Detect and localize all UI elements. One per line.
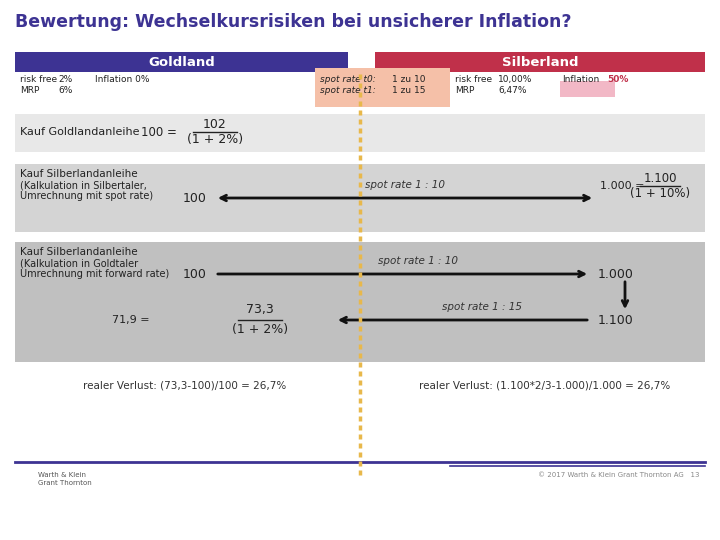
Text: 100: 100 <box>183 267 207 280</box>
Text: 6%: 6% <box>58 86 73 95</box>
Text: realer Verlust: (73,3-100)/100 = 26,7%: realer Verlust: (73,3-100)/100 = 26,7% <box>84 380 287 390</box>
Bar <box>15 52 348 72</box>
Text: MRP: MRP <box>20 86 40 95</box>
Text: 100 =: 100 = <box>141 125 177 138</box>
Text: risk free: risk free <box>20 75 57 84</box>
Text: spot rate t1:: spot rate t1: <box>320 86 376 95</box>
Text: Inflation 0%: Inflation 0% <box>95 75 150 84</box>
Text: Bewertung: Wechselkursrisiken bei unsicherer Inflation?: Bewertung: Wechselkursrisiken bei unsich… <box>15 13 572 31</box>
Text: Umrechnung mit spot rate): Umrechnung mit spot rate) <box>20 191 153 201</box>
Text: (1 + 10%): (1 + 10%) <box>630 187 690 200</box>
Text: MRP: MRP <box>455 86 474 95</box>
Text: 2%: 2% <box>58 75 72 84</box>
Text: 1.100: 1.100 <box>643 172 677 185</box>
Text: risk free: risk free <box>455 75 492 84</box>
Bar <box>15 242 705 362</box>
Text: realer Verlust: (1.100*2/3-1.000)/1.000 = 26,7%: realer Verlust: (1.100*2/3-1.000)/1.000 … <box>419 380 670 390</box>
Text: Inflation: Inflation <box>562 75 599 84</box>
Text: © 2017 Warth & Klein Grant Thornton AG   13: © 2017 Warth & Klein Grant Thornton AG 1… <box>539 472 700 478</box>
Text: Goldland: Goldland <box>148 56 215 69</box>
Bar <box>15 114 705 152</box>
Text: spot rate 1 : 10: spot rate 1 : 10 <box>365 180 445 190</box>
Text: Warth & Klein
Grant Thornton: Warth & Klein Grant Thornton <box>38 472 91 486</box>
Text: (1 + 2%): (1 + 2%) <box>187 133 243 146</box>
Text: 1.000 =: 1.000 = <box>600 181 644 191</box>
Text: 1 zu 15: 1 zu 15 <box>392 86 426 95</box>
Text: Kauf Goldlandanleihe: Kauf Goldlandanleihe <box>20 127 140 137</box>
Bar <box>560 81 615 97</box>
Text: (Kalkulation in Silbertaler,: (Kalkulation in Silbertaler, <box>20 180 147 190</box>
Text: 1.000: 1.000 <box>598 267 634 280</box>
Text: 71,9 =: 71,9 = <box>112 315 150 325</box>
Text: spot rate 1 : 15: spot rate 1 : 15 <box>443 302 523 312</box>
Text: 10,00%: 10,00% <box>498 75 532 84</box>
Text: 73,3: 73,3 <box>246 303 274 316</box>
Text: Silberland: Silberland <box>502 56 578 69</box>
Text: Umrechnung mit forward rate): Umrechnung mit forward rate) <box>20 269 169 279</box>
Text: 102: 102 <box>203 118 227 132</box>
Bar <box>15 164 705 232</box>
Text: (1 + 2%): (1 + 2%) <box>232 323 288 336</box>
Bar <box>375 52 705 72</box>
Text: Kauf Silberlandanleihe: Kauf Silberlandanleihe <box>20 169 138 179</box>
Text: 1 zu 10: 1 zu 10 <box>392 75 426 84</box>
Text: 100: 100 <box>183 192 207 205</box>
Text: spot rate 1 : 10: spot rate 1 : 10 <box>377 256 457 266</box>
Text: 50%: 50% <box>607 75 629 84</box>
Text: (Kalkulation in Goldtaler: (Kalkulation in Goldtaler <box>20 258 138 268</box>
Text: 1.100: 1.100 <box>598 314 634 327</box>
Text: Kauf Silberlandanleihe: Kauf Silberlandanleihe <box>20 247 138 257</box>
Text: 6,47%: 6,47% <box>498 86 526 95</box>
Text: spot rate t0:: spot rate t0: <box>320 75 376 84</box>
Bar <box>315 68 450 107</box>
